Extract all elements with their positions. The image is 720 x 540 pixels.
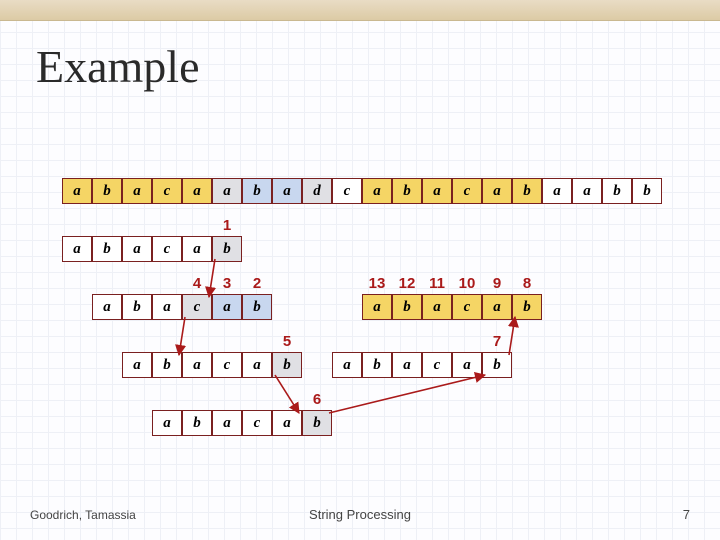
- cell: b: [152, 352, 182, 378]
- cell: a: [272, 410, 302, 436]
- comparison-number: 12: [392, 275, 422, 292]
- cell: c: [242, 410, 272, 436]
- cell: b: [362, 352, 392, 378]
- cell: b: [242, 294, 272, 320]
- cell: b: [92, 236, 122, 262]
- cell: b: [482, 352, 512, 378]
- cell: a: [62, 236, 92, 262]
- cell: a: [212, 294, 242, 320]
- cell: a: [92, 294, 122, 320]
- comparison-number: 2: [242, 275, 272, 292]
- comparison-number: 7: [482, 333, 512, 350]
- cell: c: [152, 178, 182, 204]
- cell: b: [182, 410, 212, 436]
- shift-arrow: [275, 375, 299, 413]
- cell: a: [182, 178, 212, 204]
- cell: b: [392, 178, 422, 204]
- cell: a: [212, 410, 242, 436]
- cell: b: [242, 178, 272, 204]
- cell: b: [122, 294, 152, 320]
- cell: a: [182, 236, 212, 262]
- shift-arrow: [329, 375, 485, 413]
- cell: a: [332, 352, 362, 378]
- cell: a: [452, 352, 482, 378]
- cell: d: [302, 178, 332, 204]
- footer-page-number: 7: [683, 507, 690, 522]
- cell: a: [482, 178, 512, 204]
- cell: a: [152, 294, 182, 320]
- cell: b: [512, 178, 542, 204]
- cell: a: [122, 178, 152, 204]
- cell: c: [332, 178, 362, 204]
- cell: b: [212, 236, 242, 262]
- footer-title: String Processing: [0, 507, 720, 522]
- cell: a: [482, 294, 512, 320]
- comparison-number: 11: [422, 275, 452, 292]
- slide-stage: Example abacaabadcabacabaabbabacab1abaca…: [0, 0, 720, 540]
- cell: a: [392, 352, 422, 378]
- cell: b: [632, 178, 662, 204]
- comparison-number: 9: [482, 275, 512, 292]
- comparison-number: 10: [452, 275, 482, 292]
- cell: b: [512, 294, 542, 320]
- comparison-number: 6: [302, 391, 332, 408]
- cell: a: [122, 352, 152, 378]
- cell: b: [302, 410, 332, 436]
- cell: a: [572, 178, 602, 204]
- comparison-number: 4: [182, 275, 212, 292]
- cell: a: [182, 352, 212, 378]
- cell: c: [212, 352, 242, 378]
- cell: c: [152, 236, 182, 262]
- cell: a: [272, 178, 302, 204]
- cell: c: [452, 178, 482, 204]
- cell: c: [422, 352, 452, 378]
- cell: a: [122, 236, 152, 262]
- comparison-number: 1: [212, 217, 242, 234]
- cell: a: [542, 178, 572, 204]
- cell: b: [602, 178, 632, 204]
- cell: b: [92, 178, 122, 204]
- cell: b: [392, 294, 422, 320]
- cell: a: [212, 178, 242, 204]
- cell: a: [362, 178, 392, 204]
- header-bar: [0, 0, 720, 21]
- comparison-number: 3: [212, 275, 242, 292]
- shift-arrow: [179, 317, 185, 355]
- comparison-number: 13: [362, 275, 392, 292]
- cell: a: [422, 178, 452, 204]
- cell: a: [362, 294, 392, 320]
- cell: a: [152, 410, 182, 436]
- cell: c: [182, 294, 212, 320]
- page-title: Example: [36, 40, 200, 93]
- cell: b: [272, 352, 302, 378]
- cell: a: [62, 178, 92, 204]
- comparison-number: 5: [272, 333, 302, 350]
- cell: a: [422, 294, 452, 320]
- cell: a: [242, 352, 272, 378]
- comparison-number: 8: [512, 275, 542, 292]
- cell: c: [452, 294, 482, 320]
